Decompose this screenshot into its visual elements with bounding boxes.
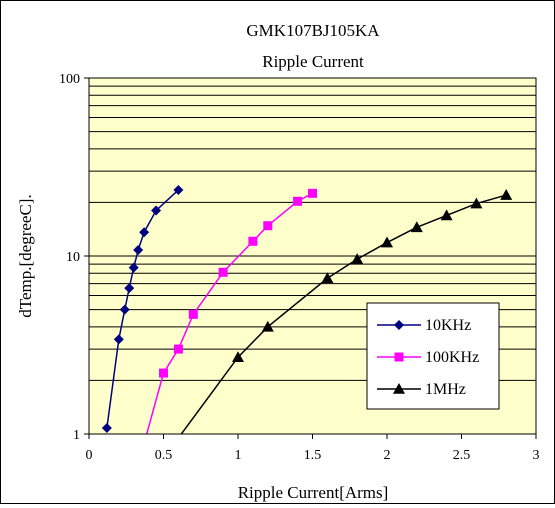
data-point bbox=[113, 334, 124, 345]
legend-box bbox=[366, 302, 500, 410]
legend: 10KHz 100KHz 1MHz bbox=[366, 302, 500, 410]
x-tick-label: 1 bbox=[235, 448, 242, 463]
y-tick-label: 10 bbox=[66, 250, 80, 265]
data-point bbox=[321, 272, 334, 284]
data-point bbox=[440, 209, 453, 221]
data-point bbox=[293, 196, 303, 206]
legend-label: 100KHz bbox=[425, 349, 479, 366]
data-point bbox=[173, 344, 183, 354]
data-point bbox=[119, 304, 130, 315]
series-layer bbox=[101, 184, 513, 434]
plot-border bbox=[88, 77, 537, 435]
x-tick-label: 1.5 bbox=[304, 448, 322, 463]
y-axis-label: dTemp.[degreeC]. bbox=[16, 194, 35, 317]
y-tick-label: 1 bbox=[73, 428, 80, 443]
data-point bbox=[248, 236, 258, 246]
legend-marker bbox=[394, 320, 404, 330]
series-1mhz bbox=[180, 189, 513, 434]
x-tick-label: 0.5 bbox=[155, 448, 173, 463]
data-point bbox=[218, 267, 228, 277]
legend-marker bbox=[394, 352, 404, 362]
data-point bbox=[500, 189, 513, 200]
series-10khz bbox=[101, 184, 184, 434]
chart-subtitle: Ripple Current bbox=[262, 52, 364, 71]
data-point bbox=[263, 221, 273, 231]
legend-item: 1MHz bbox=[377, 381, 466, 398]
data-point bbox=[124, 283, 135, 294]
x-tick-label: 0 bbox=[86, 448, 93, 463]
y-tick-label: 100 bbox=[59, 72, 80, 87]
x-tick-label: 3 bbox=[533, 448, 540, 463]
x-tick-labels: 0 0.5 1 1.5 2 2.5 3 bbox=[86, 448, 540, 463]
legend-item: 10KHz bbox=[377, 317, 471, 334]
data-point bbox=[188, 309, 198, 319]
x-tick-label: 2.5 bbox=[453, 448, 471, 463]
data-point bbox=[139, 227, 150, 238]
data-point bbox=[351, 253, 364, 264]
data-point bbox=[261, 320, 274, 332]
data-point bbox=[159, 368, 168, 378]
data-point bbox=[410, 221, 423, 233]
data-point bbox=[133, 245, 144, 256]
data-point bbox=[128, 262, 139, 273]
legend-marker bbox=[393, 383, 405, 394]
y-tick-labels: 1 10 100 bbox=[59, 72, 80, 443]
legend-label: 1MHz bbox=[425, 381, 466, 398]
data-point bbox=[232, 351, 244, 363]
chart-title: GMK107BJ105KA bbox=[246, 21, 380, 40]
data-point bbox=[308, 188, 317, 198]
series-100khz bbox=[145, 188, 317, 434]
data-point bbox=[470, 197, 483, 209]
x-tick-label: 2 bbox=[384, 448, 391, 463]
legend-label: 10KHz bbox=[425, 317, 471, 334]
series-line bbox=[180, 194, 507, 434]
x-axis-label: Ripple Current[Arms] bbox=[238, 483, 389, 502]
data-point bbox=[151, 205, 162, 216]
axis-ticks bbox=[84, 77, 537, 439]
data-point bbox=[101, 423, 112, 434]
legend-item: 100KHz bbox=[377, 349, 479, 366]
data-point bbox=[173, 184, 184, 195]
data-point bbox=[381, 236, 393, 248]
